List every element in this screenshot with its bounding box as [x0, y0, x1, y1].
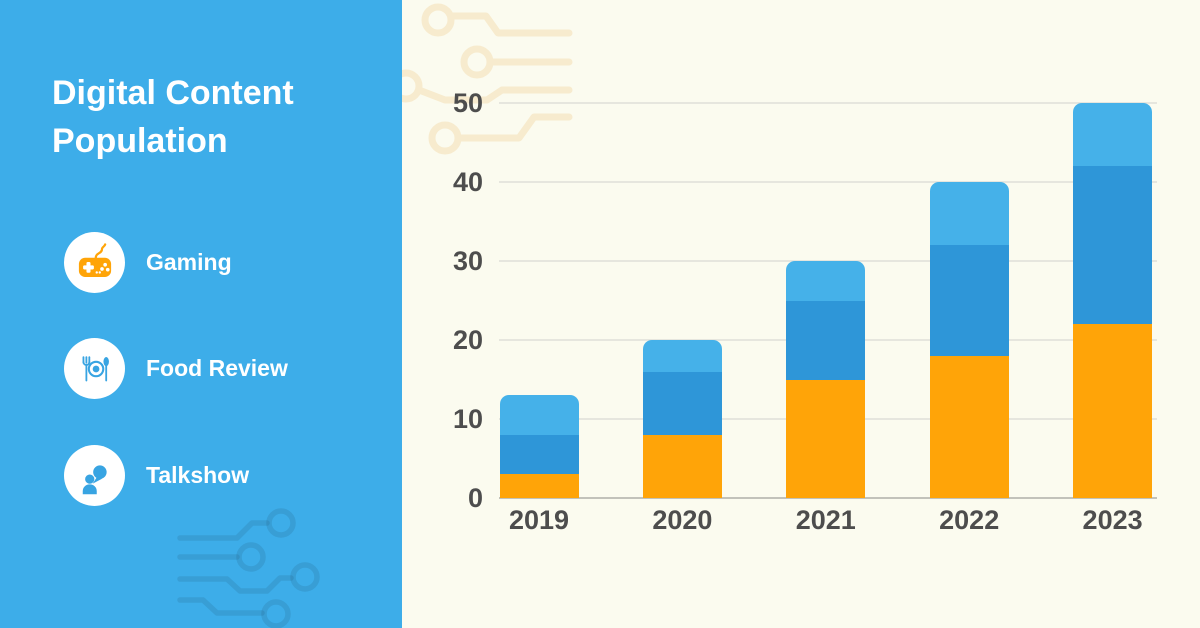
- speech-person-icon: [64, 445, 125, 506]
- bar-segment: [499, 395, 579, 435]
- legend-label: Talkshow: [146, 462, 250, 488]
- bar-segment: [929, 355, 1009, 498]
- y-axis-tick: 40: [452, 167, 483, 197]
- x-axis-label: 2022: [939, 505, 1000, 535]
- y-axis-tick: 50: [452, 88, 483, 118]
- bar-segment: [642, 340, 722, 372]
- bar-segment: [786, 300, 866, 380]
- food-plate-icon: [64, 338, 125, 399]
- x-axis-label: 2023: [1082, 505, 1143, 535]
- bar-segment: [1073, 166, 1153, 325]
- y-axis-tick: 20: [452, 325, 483, 355]
- y-axis-tick: 10: [452, 404, 483, 434]
- page-title: Digital Content Population: [52, 74, 294, 160]
- x-axis-label: 2020: [652, 505, 713, 535]
- chart-panel: 0 10 20 30 40 50 2019 2020 2021 2022 2023: [402, 0, 1200, 628]
- bar-segment: [499, 434, 579, 475]
- legend-label: Food Review: [146, 355, 288, 381]
- bar-segment: [786, 261, 866, 301]
- gridline: [499, 181, 1157, 183]
- gamepad-icon: [64, 232, 125, 293]
- legend-item-gaming: Gaming: [64, 232, 232, 293]
- x-axis-label: 2021: [795, 505, 856, 535]
- bar-segment: [929, 245, 1009, 356]
- bar-segment: [1073, 324, 1153, 498]
- bar-segment: [786, 379, 866, 498]
- x-axis-label: 2019: [508, 505, 570, 535]
- y-axis-tick: 30: [452, 246, 483, 276]
- gridline: [499, 497, 1157, 499]
- bar-segment: [642, 371, 722, 435]
- bar-segment: [1073, 103, 1153, 167]
- stacked-bar-chart: 0 10 20 30 40 50 2019 2020 2021 2022 2023: [402, 0, 1200, 628]
- sidebar: Digital Content Population Gaming: [0, 0, 402, 628]
- legend-item-food-review: Food Review: [64, 338, 288, 399]
- legend-label: Gaming: [146, 249, 232, 275]
- bar-segment: [642, 434, 722, 498]
- legend-item-talkshow: Talkshow: [64, 445, 249, 506]
- bar-segment: [499, 474, 579, 498]
- bar-segment: [929, 182, 1009, 246]
- y-axis-tick: 0: [467, 483, 483, 513]
- gridline: [499, 102, 1157, 104]
